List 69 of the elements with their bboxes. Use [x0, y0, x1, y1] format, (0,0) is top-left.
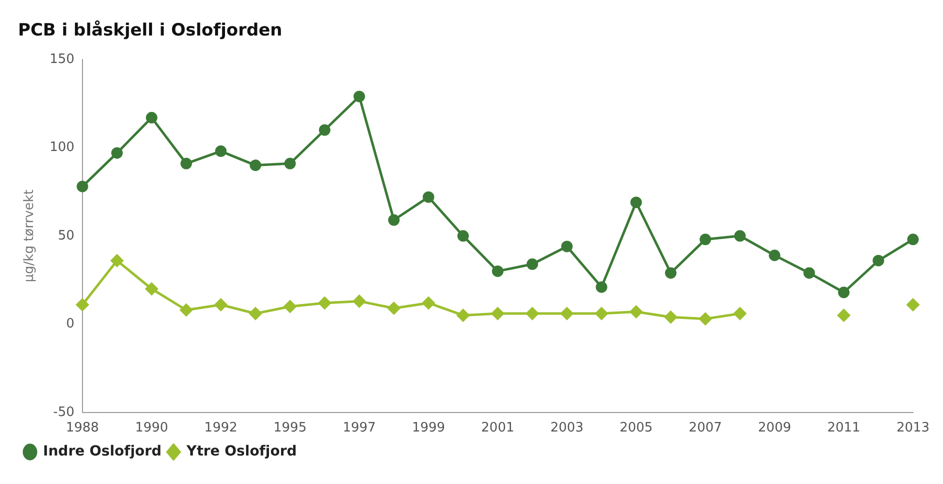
point: [803, 267, 815, 279]
point: [353, 294, 366, 308]
point: [768, 250, 780, 262]
x-tick-label: 1997: [342, 420, 376, 436]
point: [872, 254, 884, 266]
point: [111, 147, 123, 159]
point: [906, 298, 920, 311]
point: [734, 307, 746, 320]
point: [526, 258, 538, 270]
x-tick-label: 2007: [688, 420, 722, 436]
point: [214, 298, 228, 311]
point: [456, 309, 470, 322]
x-tick-label: 2005: [620, 420, 653, 436]
point: [146, 112, 158, 124]
x-tick-label: 1999: [412, 420, 446, 436]
point: [595, 307, 608, 320]
y-tick-label: 150: [50, 52, 74, 67]
y-tick-label: 50: [58, 228, 74, 244]
point: [388, 214, 400, 226]
point: [180, 304, 192, 316]
point: [354, 90, 366, 102]
x-tick-label: 2009: [758, 420, 792, 436]
point: [907, 234, 919, 246]
point: [838, 309, 850, 322]
point: [284, 300, 296, 313]
point: [284, 158, 296, 170]
point: [249, 307, 262, 320]
point: [110, 254, 124, 267]
point: [734, 230, 746, 242]
point: [145, 282, 158, 296]
chart-title: PCB i blåskjell i Oslofjorden: [18, 20, 282, 41]
point: [699, 312, 712, 326]
legend-label: Ytre Oslofjord: [186, 444, 297, 460]
point: [630, 196, 642, 208]
point: [700, 234, 712, 246]
y-tick-label: 100: [50, 140, 74, 156]
x-tick-label: 2003: [550, 420, 584, 436]
point: [318, 124, 330, 136]
x-tick-label: 1995: [274, 420, 307, 436]
point: [491, 307, 504, 320]
point: [457, 230, 469, 242]
point: [180, 158, 192, 170]
point: [388, 302, 400, 315]
point: [838, 286, 850, 298]
x-tick-label: 2013: [896, 420, 930, 436]
y-axis-title: µg/kg tørrvekt: [22, 190, 38, 282]
point: [560, 307, 574, 320]
point: [318, 296, 331, 310]
x-tick-label: 1992: [204, 420, 238, 436]
point: [561, 240, 573, 252]
legend-label: Indre Oslofjord: [43, 444, 162, 460]
x-tick-label: 2001: [481, 420, 514, 436]
point: [664, 267, 676, 279]
x-tick-label: 1988: [66, 420, 99, 436]
point: [596, 281, 608, 293]
point: [630, 306, 642, 318]
y-tick-label: 0: [66, 316, 74, 332]
point: [422, 191, 434, 203]
x-tick-label: 1990: [135, 420, 168, 436]
point: [250, 160, 262, 172]
point: [215, 145, 227, 157]
x-tick-label: 2011: [827, 420, 860, 436]
y-tick-label: -50: [53, 404, 74, 420]
point: [422, 296, 435, 310]
point: [664, 310, 677, 324]
point: [492, 265, 504, 277]
point: [76, 180, 88, 192]
point: [76, 298, 89, 311]
point: [526, 307, 539, 320]
